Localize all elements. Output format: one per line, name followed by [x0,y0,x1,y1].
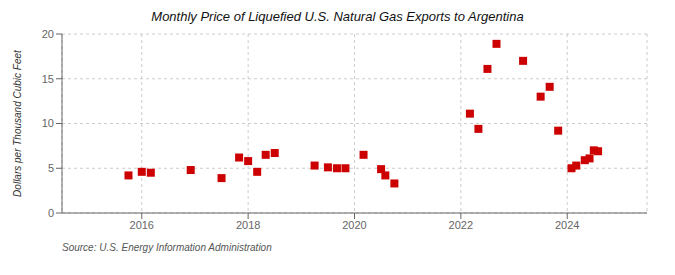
svg-text:10: 10 [42,117,54,129]
svg-text:15: 15 [42,73,54,85]
html-text:Monthly Price of Liquefied U.S: Monthly Price of Liquefied U.S. Natural … [151,9,524,24]
svg-text:5: 5 [48,162,54,174]
svg-text:2022: 2022 [449,219,473,231]
svg-text:2024: 2024 [555,219,579,231]
svg-text:2018: 2018 [236,219,260,231]
svg-text:20: 20 [42,28,54,40]
svg-text:Dollars per Thousand Cubic Fee: Dollars per Thousand Cubic Feet [12,49,23,197]
svg-text:2016: 2016 [130,219,154,231]
svg-text:0: 0 [48,207,54,219]
svg-text:2020: 2020 [342,219,366,231]
html-text:Source: U.S. Energy Informatio: Source: U.S. Energy Information Administ… [62,242,272,253]
